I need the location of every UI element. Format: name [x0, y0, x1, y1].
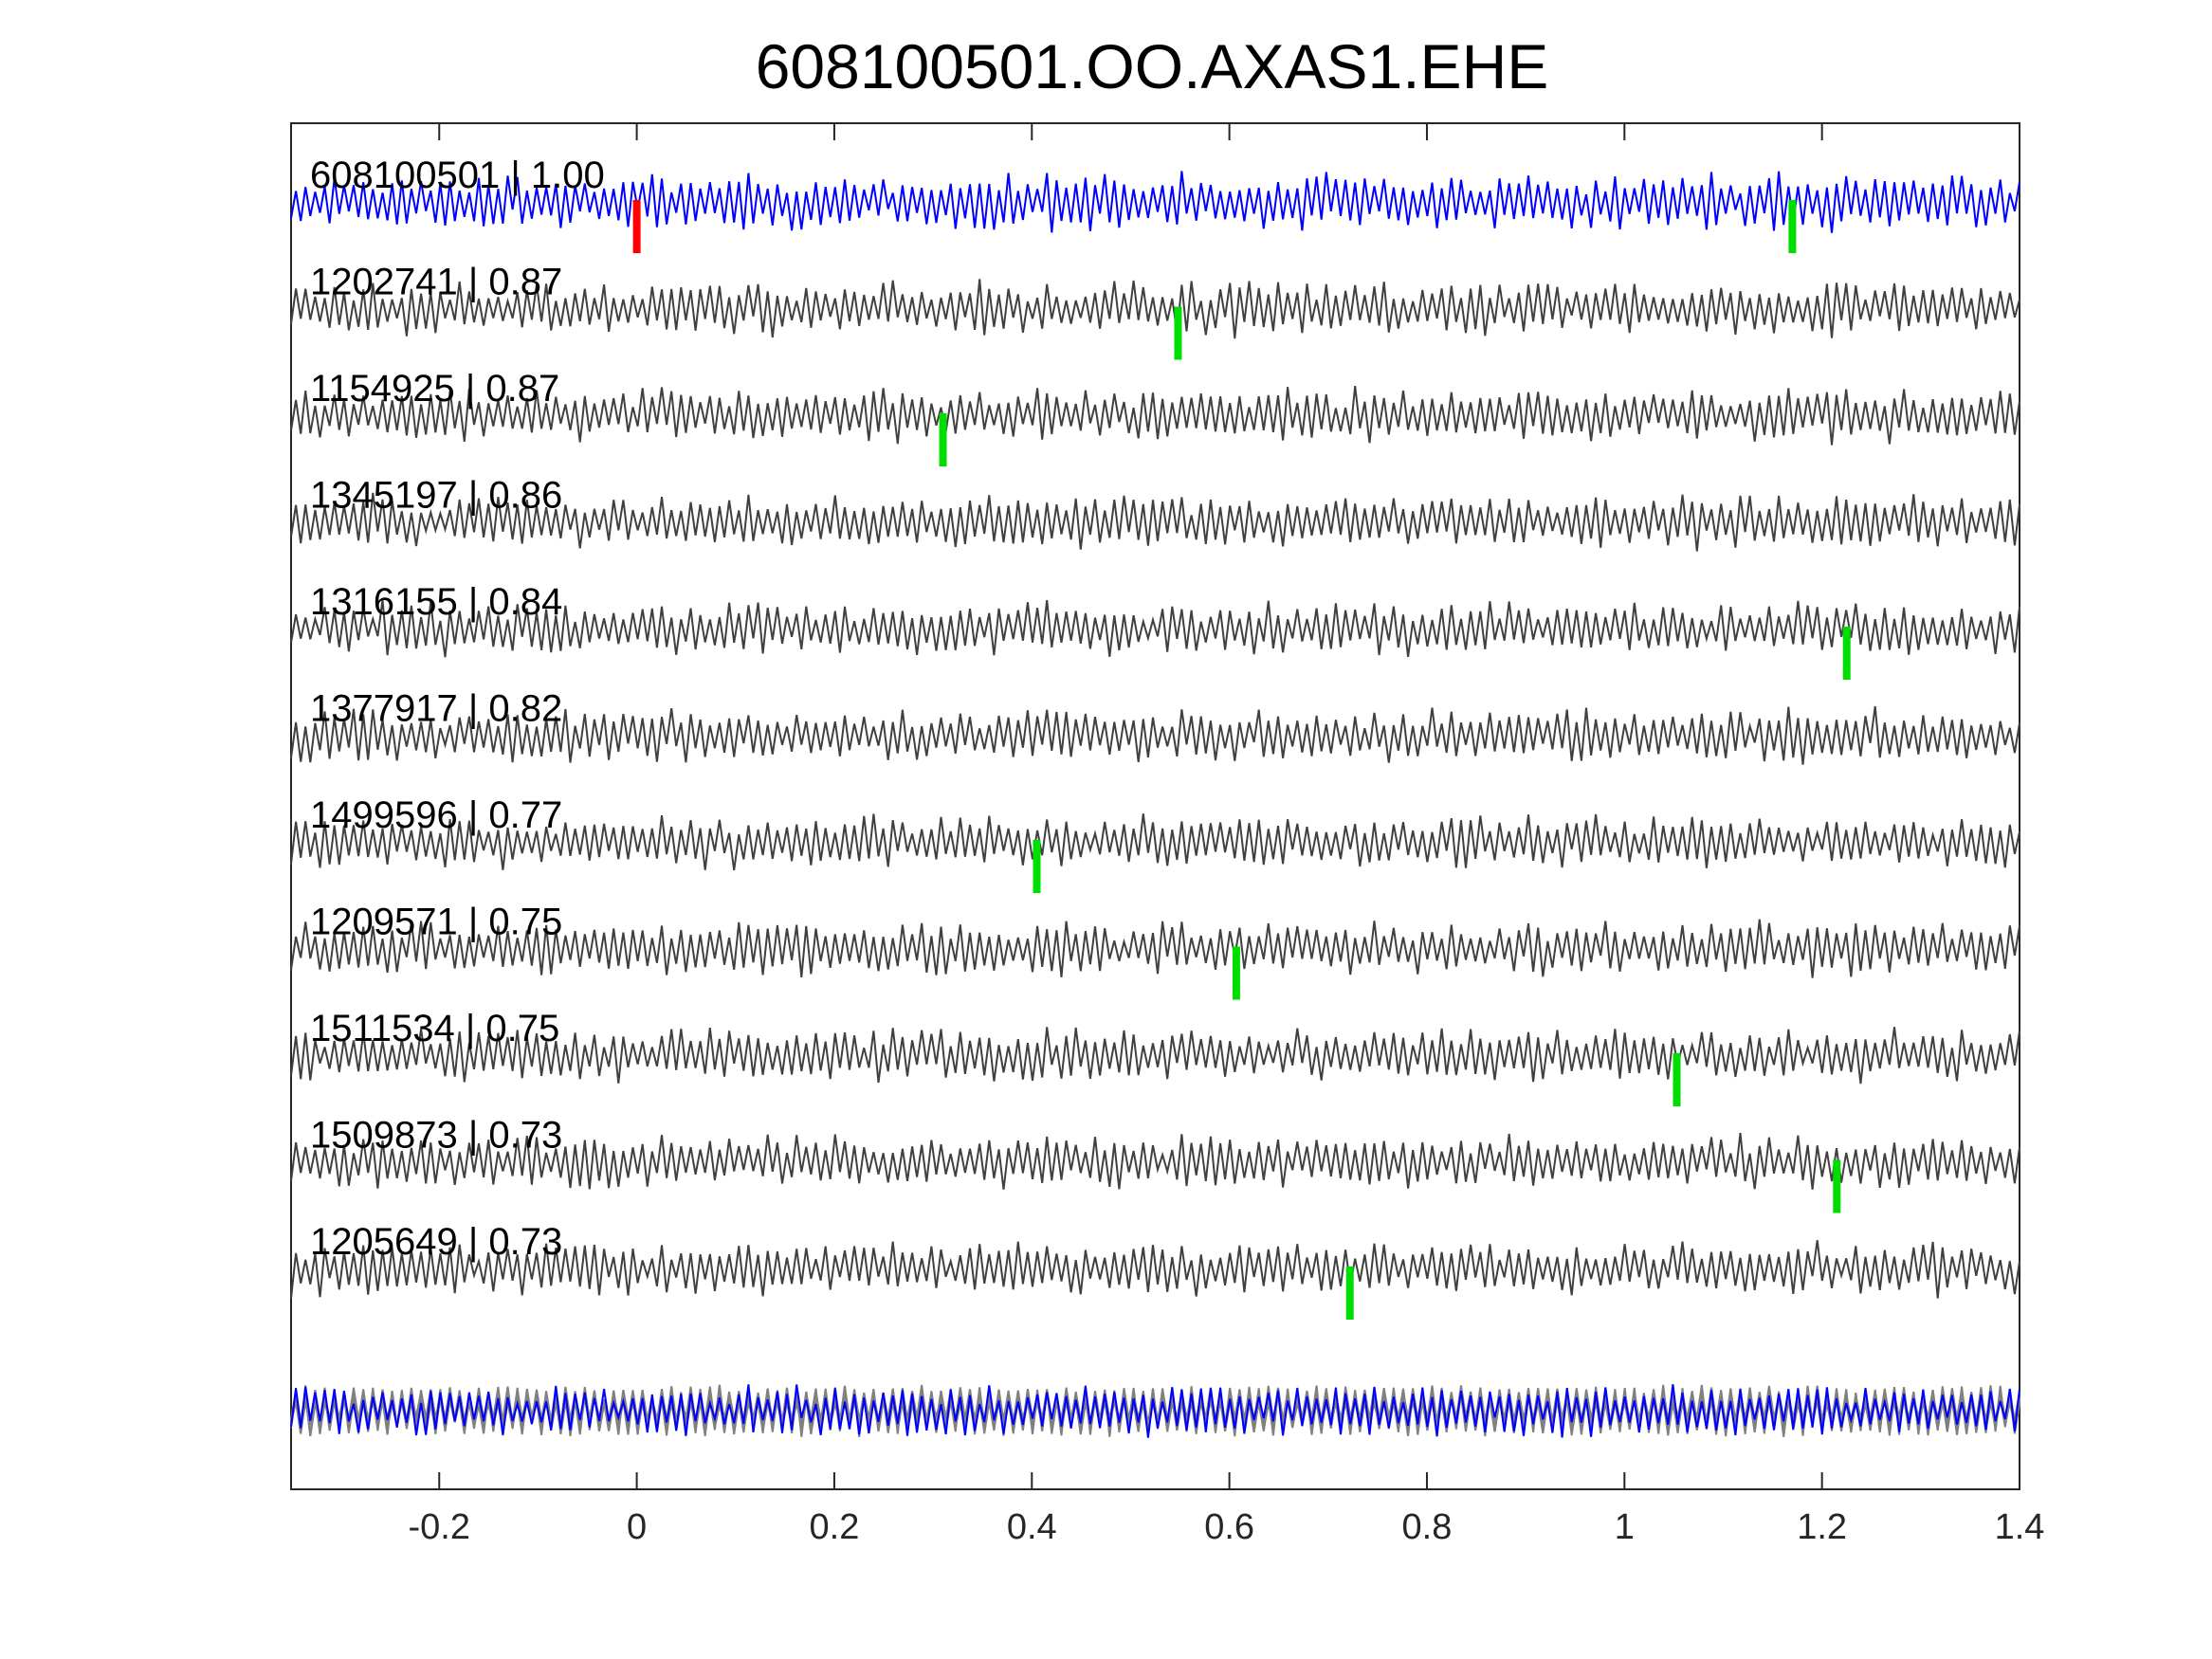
waveform-traces — [290, 171, 2020, 1299]
pick-marker-1511534 — [1673, 1053, 1681, 1106]
x-tick-label: 0.4 — [1007, 1507, 1057, 1547]
pick-marker-1205649 — [1345, 1267, 1354, 1320]
reference-pick-marker — [632, 200, 641, 253]
trace-label-1209571: 1209571 | 0.75 — [310, 902, 562, 943]
pick-marker-1316155 — [1842, 627, 1851, 680]
x-tick-label: 0 — [627, 1507, 647, 1547]
trace-label-1154925: 1154925 | 0.87 — [310, 368, 559, 410]
x-axis: -0.2 0 0.2 0.4 0.6 0.8 1 1.2 1.4 — [409, 123, 2045, 1547]
trace-608100501 — [290, 171, 2020, 233]
x-tick-label: 0.2 — [810, 1507, 860, 1547]
overlay-stack — [290, 1384, 2020, 1438]
pick-marker-1209571 — [1232, 946, 1240, 1000]
trace-label-1205649: 1205649 | 0.73 — [310, 1221, 562, 1263]
trace-1345197 — [290, 492, 2020, 552]
trace-label-1202741: 1202741 | 0.87 — [310, 262, 562, 303]
trace-labels: 608100501 | 1.00 1202741 | 0.87 1154925 | … — [310, 155, 605, 1263]
trace-1316155 — [290, 599, 2020, 658]
pick-marker-608100501 — [1788, 200, 1797, 253]
trace-1511534 — [290, 1027, 2020, 1085]
trace-1499596 — [290, 813, 2020, 871]
trace-1205649 — [290, 1240, 2020, 1299]
trace-label-1377917: 1377917 | 0.82 — [310, 688, 562, 730]
trace-label-1509873: 1509873 | 0.73 — [310, 1115, 562, 1157]
trace-label-608100501: 608100501 | 1.00 — [310, 155, 605, 196]
trace-1509873 — [290, 1132, 2020, 1190]
overlay-trace-608100501 — [290, 1384, 2020, 1438]
x-tick-label: -0.2 — [409, 1507, 470, 1547]
trace-label-1499596: 1499596 | 0.77 — [310, 794, 562, 836]
x-tick-label: 1.4 — [1995, 1507, 2045, 1547]
pick-marker-1154925 — [939, 413, 947, 466]
trace-label-1345197: 1345197 | 0.86 — [310, 475, 562, 517]
pick-marker-1202741 — [1174, 306, 1182, 360]
pick-marker-1509873 — [1833, 1159, 1841, 1213]
pick-marker-1499596 — [1033, 840, 1041, 893]
trace-1377917 — [290, 705, 2020, 765]
x-tick-label: 1 — [1615, 1507, 1635, 1547]
trace-1202741 — [290, 279, 2020, 339]
x-tick-label: 1.2 — [1797, 1507, 1847, 1547]
trace-label-1316155: 1316155 | 0.84 — [310, 581, 562, 623]
trace-1209571 — [290, 919, 2020, 978]
x-tick-label: 0.8 — [1402, 1507, 1453, 1547]
pick-markers — [632, 200, 1851, 1320]
chart-title: 608100501.OO.AXAS1.EHE — [756, 31, 1549, 101]
trace-1154925 — [290, 385, 2020, 446]
trace-label-1511534: 1511534 | 0.75 — [310, 1008, 559, 1049]
x-tick-label: 0.6 — [1204, 1507, 1254, 1547]
